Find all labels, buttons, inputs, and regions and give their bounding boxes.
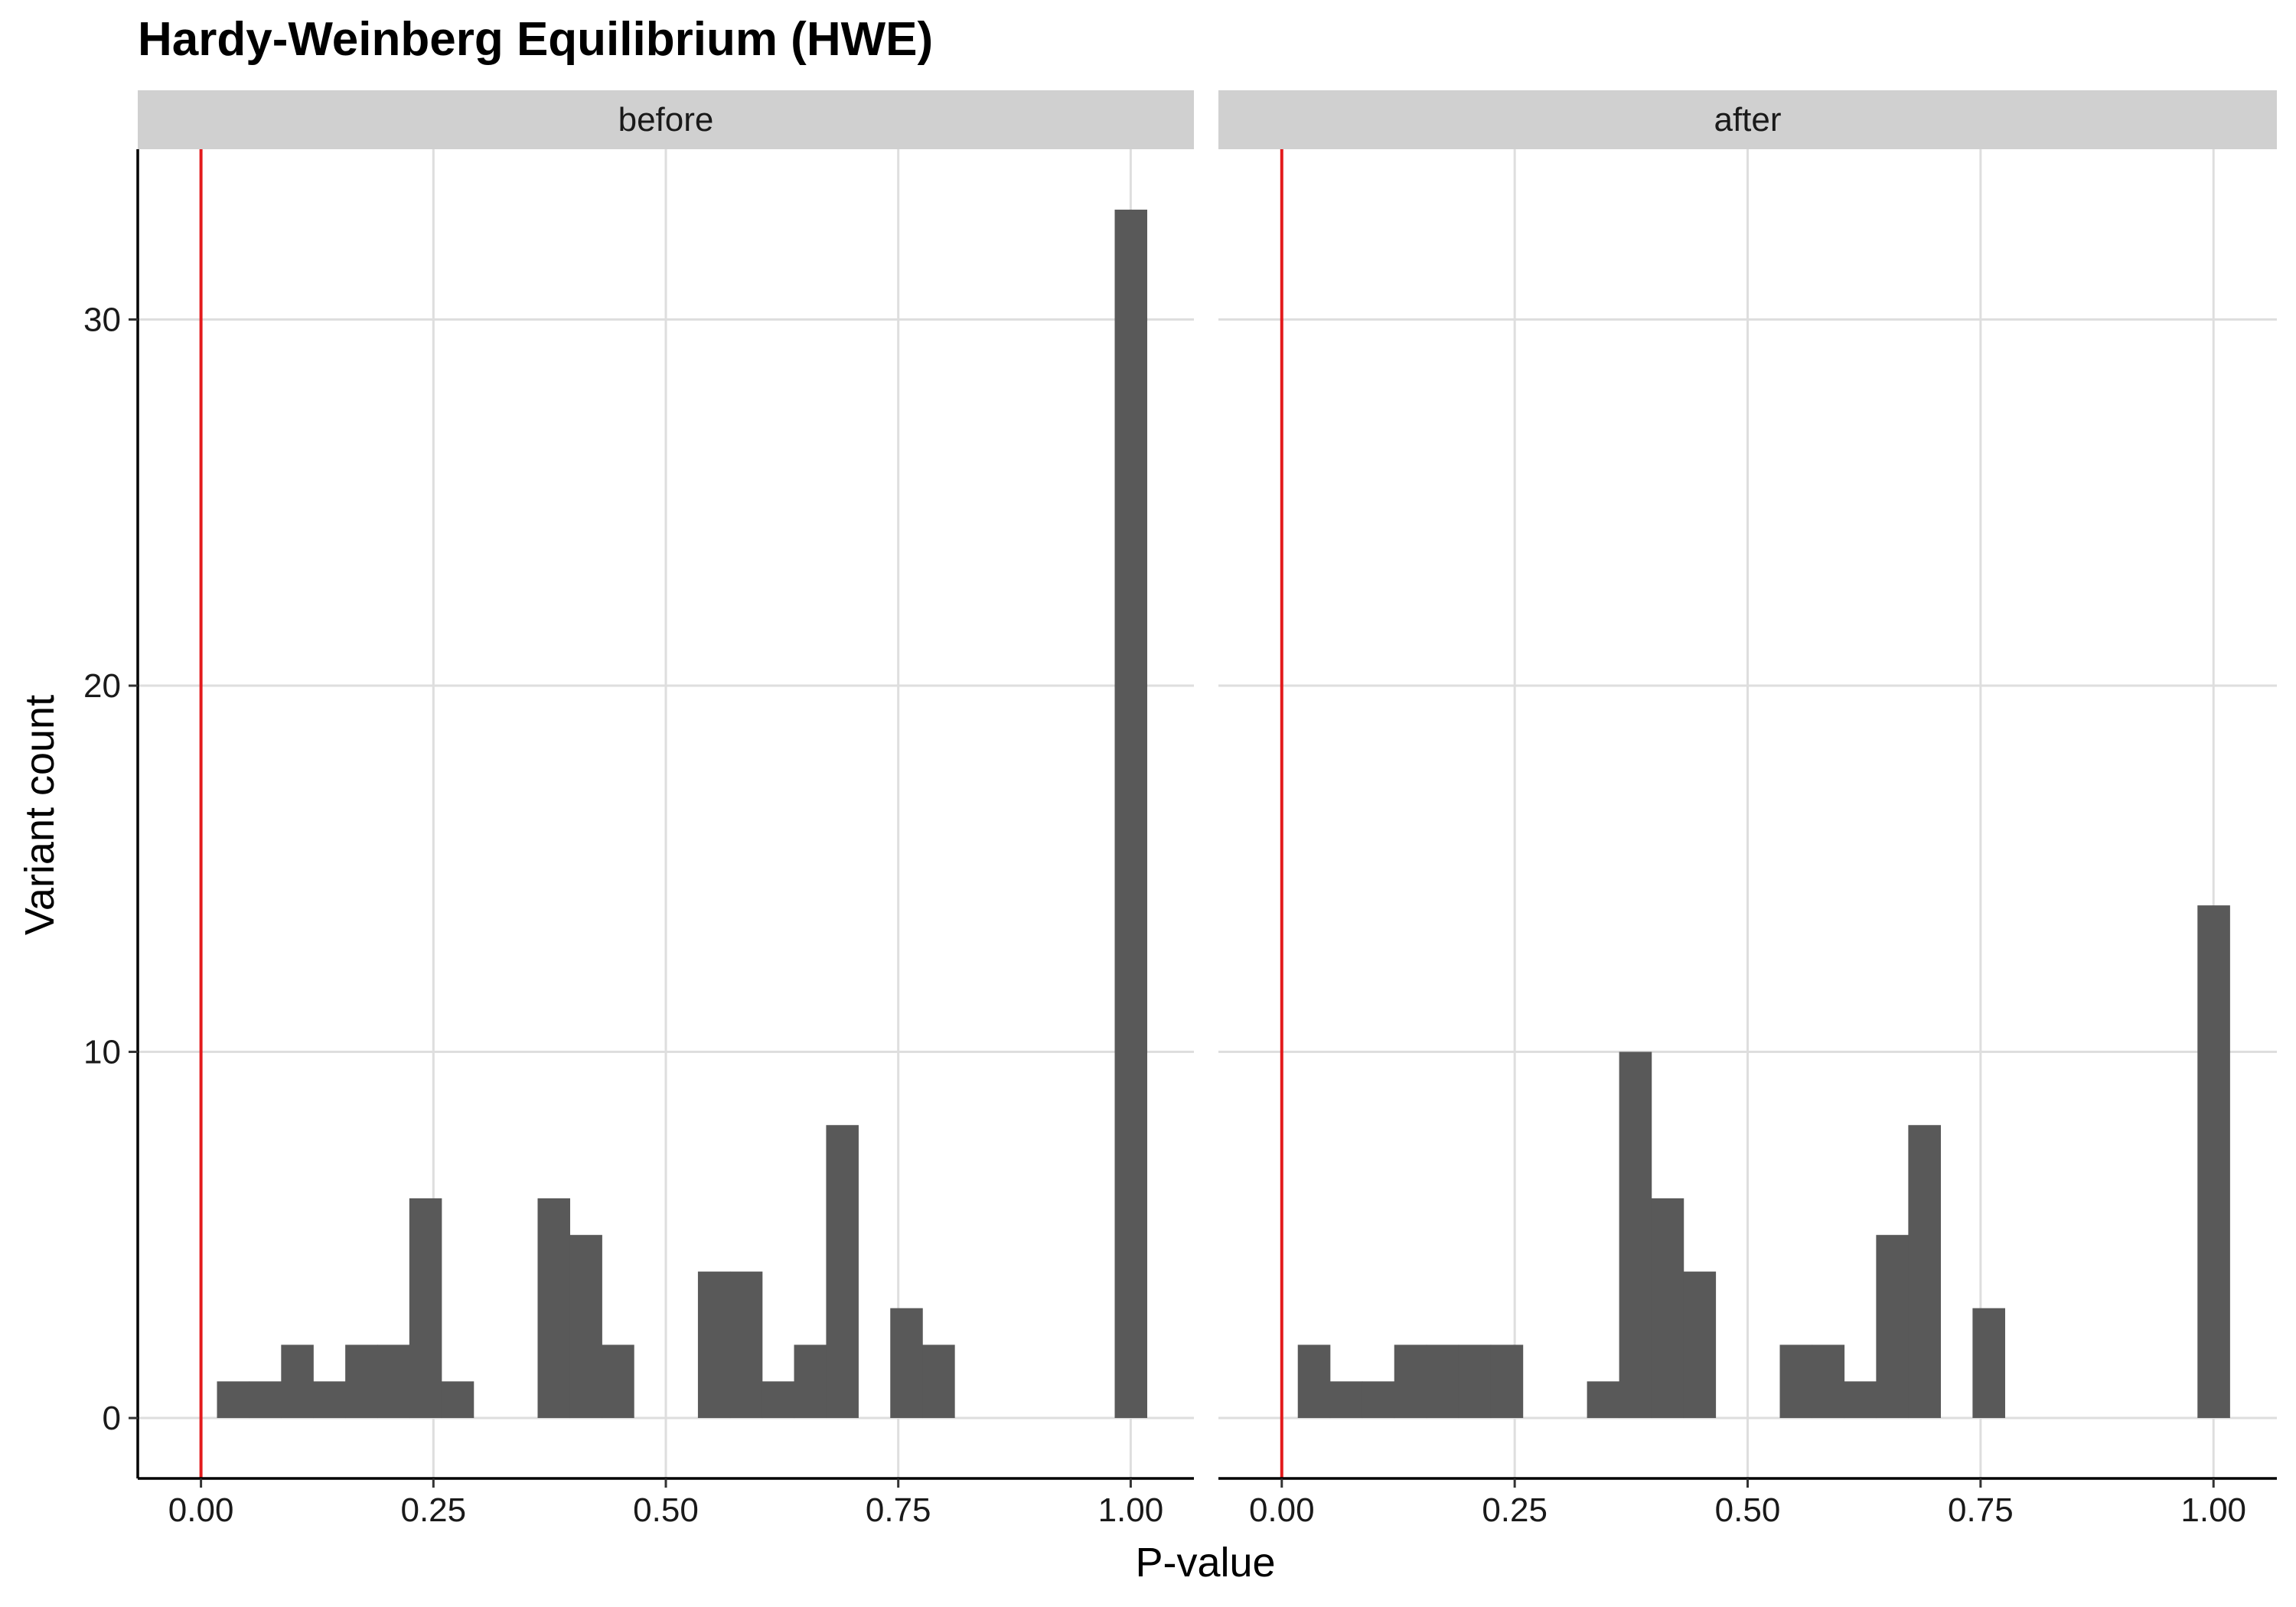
- gridlines: [1218, 149, 2277, 1478]
- y-axis-ticks: 0 10 20 30: [83, 302, 138, 1437]
- histogram-bar: [1426, 1345, 1459, 1419]
- histogram-bar: [2197, 905, 2230, 1419]
- histogram-bar: [1876, 1234, 1909, 1419]
- histogram-bar: [1587, 1381, 1620, 1419]
- facet-panel-before: before 0.00 0.25 0.50 0.75 1.00 0 10 20 30: [83, 90, 1194, 1529]
- chart-title: Hardy-Weinberg Equilibrium (HWE): [138, 13, 933, 66]
- x-axis-ticks: 0.00 0.25 0.50 0.75 1.00: [1249, 1478, 2246, 1529]
- histogram-bar: [409, 1198, 442, 1419]
- histogram-bar: [602, 1345, 634, 1419]
- histogram-bar: [249, 1381, 282, 1419]
- y-tick-label: 20: [83, 667, 121, 705]
- x-tick-label: 0.75: [1948, 1491, 2014, 1529]
- histogram-bar: [313, 1381, 346, 1419]
- histogram-bar: [794, 1345, 827, 1419]
- x-tick-label: 0.75: [866, 1491, 931, 1529]
- x-tick-label: 0.25: [400, 1491, 466, 1529]
- histogram-bar: [1651, 1198, 1684, 1419]
- histogram-bar: [377, 1345, 410, 1419]
- histogram-bar: [890, 1308, 923, 1419]
- gridlines: [138, 149, 1194, 1478]
- histogram-bars: [217, 209, 1148, 1419]
- x-axis-title: P-value: [1135, 1540, 1275, 1586]
- facet-panels: before 0.00 0.25 0.50 0.75 1.00 0 10 20 30 after 0.…: [83, 90, 2277, 1529]
- y-tick-label: 30: [83, 302, 121, 339]
- facet-strip: [1218, 90, 2277, 149]
- histogram-bar: [762, 1381, 795, 1419]
- histogram-bar: [1908, 1125, 1941, 1419]
- histogram-bar: [1362, 1381, 1395, 1419]
- histogram-bar: [1114, 209, 1148, 1419]
- histogram-bar: [729, 1271, 763, 1419]
- histogram-bar: [1329, 1381, 1363, 1419]
- x-tick-label: 0.00: [168, 1491, 234, 1529]
- histogram-bar: [1458, 1345, 1492, 1419]
- histogram-bar: [441, 1381, 475, 1419]
- histogram-bar: [569, 1234, 602, 1419]
- histogram-bar: [537, 1198, 570, 1419]
- facet-strip: [138, 90, 1194, 149]
- histogram-bar: [1297, 1345, 1331, 1419]
- histogram-bar: [217, 1381, 250, 1419]
- facet-panel-after: after 0.00 0.25 0.50 0.75 1.00: [1218, 90, 2277, 1529]
- histogram-bar: [922, 1345, 955, 1419]
- y-tick-label: 10: [83, 1034, 121, 1071]
- histogram-bar: [1972, 1308, 2005, 1419]
- histogram-bar: [281, 1345, 314, 1419]
- x-tick-label: 0.25: [1482, 1491, 1548, 1529]
- histogram-bar: [1779, 1345, 1813, 1419]
- x-tick-label: 1.00: [2180, 1491, 2246, 1529]
- x-tick-label: 1.00: [1098, 1491, 1164, 1529]
- histogram-bar: [1490, 1345, 1524, 1419]
- facet-strip-label: after: [1714, 101, 1781, 139]
- y-axis-title: Variant count: [17, 695, 63, 935]
- histogram-bar: [1394, 1345, 1427, 1419]
- histogram-bar: [345, 1345, 378, 1419]
- histogram-bar: [826, 1125, 859, 1419]
- x-tick-label: 0.50: [633, 1491, 699, 1529]
- histogram-bar: [697, 1271, 731, 1419]
- facet-strip-label: before: [618, 101, 714, 139]
- y-tick-label: 0: [103, 1400, 121, 1437]
- x-tick-label: 0.50: [1715, 1491, 1781, 1529]
- histogram-bar: [1619, 1051, 1652, 1419]
- histogram-bars: [1297, 905, 2230, 1419]
- histogram-bar: [1844, 1381, 1877, 1419]
- x-axis-ticks: 0.00 0.25 0.50 0.75 1.00: [168, 1478, 1163, 1529]
- histogram-bar: [1683, 1271, 1717, 1419]
- x-tick-label: 0.00: [1249, 1491, 1315, 1529]
- histogram-bar: [1812, 1345, 1845, 1419]
